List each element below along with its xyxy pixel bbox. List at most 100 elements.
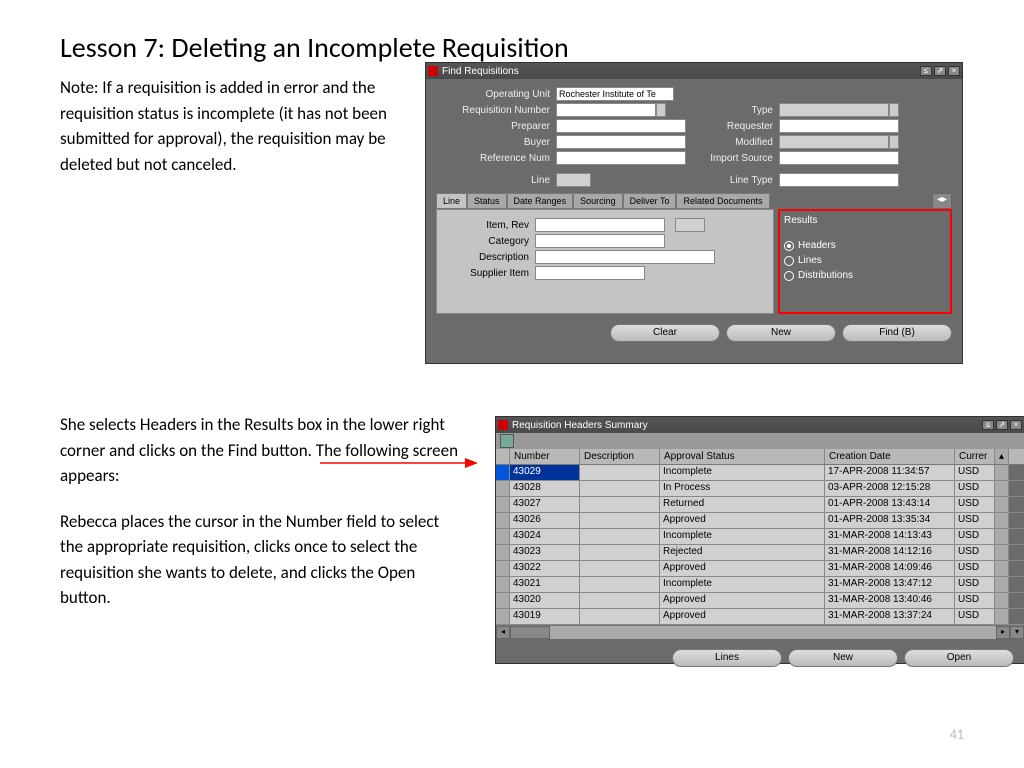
cell-number[interactable]: 43023 — [510, 545, 580, 560]
preparer-field[interactable] — [556, 119, 686, 133]
table-row[interactable]: 43020 Approved31-MAR-2008 13:40:46USD — [496, 593, 1024, 609]
cell-number[interactable]: 43029 — [510, 465, 580, 480]
titlebar[interactable]: Requisition Headers Summary ≤ ⇗ × — [496, 417, 1024, 433]
cell-description[interactable] — [580, 593, 660, 608]
scroll-thumb[interactable] — [510, 626, 550, 639]
row-selector[interactable] — [496, 561, 510, 576]
cell-currency[interactable]: USD — [955, 545, 995, 560]
radio-distributions[interactable]: Distributions — [784, 270, 946, 281]
cell-creation-date[interactable]: 31-MAR-2008 14:12:16 — [825, 545, 955, 560]
scroll-right-icon[interactable]: ▸ — [996, 626, 1010, 639]
row-selector[interactable] — [496, 577, 510, 592]
dropdown-icon[interactable] — [889, 103, 899, 117]
scroll-track[interactable] — [995, 609, 1009, 624]
col-number[interactable]: Number — [510, 449, 580, 464]
row-selector[interactable] — [496, 497, 510, 512]
cell-currency[interactable]: USD — [955, 481, 995, 496]
category-field[interactable] — [535, 234, 665, 248]
operating-unit-field[interactable] — [556, 87, 674, 101]
cell-approval-status[interactable]: Approved — [660, 561, 825, 576]
modified-field[interactable] — [779, 135, 889, 149]
cell-creation-date[interactable]: 31-MAR-2008 13:47:12 — [825, 577, 955, 592]
requisition-number-field[interactable] — [556, 103, 656, 117]
open-button[interactable]: Open — [904, 649, 1014, 667]
cell-description[interactable] — [580, 465, 660, 480]
tab-sourcing[interactable]: Sourcing — [573, 193, 623, 209]
line-field[interactable] — [556, 173, 591, 187]
type-field[interactable] — [779, 103, 889, 117]
col-approval-status[interactable]: Approval Status — [660, 449, 825, 464]
table-row[interactable]: 43027Returned01-APR-2008 13:43:14USD — [496, 497, 1024, 513]
cell-creation-date[interactable]: 31-MAR-2008 13:40:46 — [825, 593, 955, 608]
cell-creation-date[interactable]: 31-MAR-2008 14:13:43 — [825, 529, 955, 544]
col-creation-date[interactable]: Creation Date — [825, 449, 955, 464]
dropdown-icon[interactable] — [656, 103, 666, 117]
minimize-icon[interactable]: ≤ — [920, 66, 932, 76]
lines-button[interactable]: Lines — [672, 649, 782, 667]
cell-currency[interactable]: USD — [955, 497, 995, 512]
close-icon[interactable]: × — [1010, 420, 1022, 430]
cell-description[interactable] — [580, 497, 660, 512]
col-description[interactable]: Description — [580, 449, 660, 464]
scroll-track[interactable] — [995, 497, 1009, 512]
minimize-icon[interactable]: ≤ — [982, 420, 994, 430]
cell-approval-status[interactable]: Approved — [660, 609, 825, 624]
scroll-track[interactable] — [995, 561, 1009, 576]
cell-description[interactable] — [580, 481, 660, 496]
scroll-track[interactable] — [995, 513, 1009, 528]
cell-number[interactable]: 43020 — [510, 593, 580, 608]
tab-related-documents[interactable]: Related Documents — [676, 193, 769, 209]
tab-nav-icon[interactable]: ◂▸ — [932, 193, 952, 209]
cell-description[interactable] — [580, 561, 660, 576]
reference-num-field[interactable] — [556, 151, 686, 165]
table-row[interactable]: 43028In Process03-APR-2008 12:15:28USD — [496, 481, 1024, 497]
close-icon[interactable]: × — [948, 66, 960, 76]
scroll-up-icon[interactable]: ▴ — [995, 449, 1009, 464]
line-type-field[interactable] — [779, 173, 899, 187]
cell-currency[interactable]: USD — [955, 609, 995, 624]
cell-number[interactable]: 43026 — [510, 513, 580, 528]
cell-approval-status[interactable]: Approved — [660, 593, 825, 608]
buyer-field[interactable] — [556, 135, 686, 149]
cell-number[interactable]: 43028 — [510, 481, 580, 496]
cell-description[interactable] — [580, 609, 660, 624]
cell-approval-status[interactable]: Incomplete — [660, 465, 825, 480]
scroll-track[interactable] — [995, 545, 1009, 560]
description-field[interactable] — [535, 250, 715, 264]
supplier-item-field[interactable] — [535, 266, 645, 280]
item-rev-field[interactable] — [535, 218, 665, 232]
cell-currency[interactable]: USD — [955, 465, 995, 480]
resize-icon[interactable]: ⇗ — [996, 420, 1008, 430]
scroll-track[interactable] — [995, 577, 1009, 592]
tool-icon[interactable] — [500, 434, 514, 448]
find-button[interactable]: Find (B) — [842, 324, 952, 342]
col-currency[interactable]: Currer — [955, 449, 995, 464]
table-row[interactable]: 43019Approved31-MAR-2008 13:37:24USD — [496, 609, 1024, 625]
scroll-track[interactable] — [995, 593, 1009, 608]
cell-approval-status[interactable]: Rejected — [660, 545, 825, 560]
table-row[interactable]: 43024Incomplete31-MAR-2008 14:13:43USD — [496, 529, 1024, 545]
dropdown-icon[interactable] — [889, 135, 899, 149]
tab-line[interactable]: Line — [436, 193, 467, 209]
cell-creation-date[interactable]: 17-APR-2008 11:34:57 — [825, 465, 955, 480]
scroll-track[interactable] — [995, 481, 1009, 496]
scroll-left-icon[interactable]: ◂ — [496, 626, 510, 639]
tab-deliver-to[interactable]: Deliver To — [623, 193, 677, 209]
new-button[interactable]: New — [788, 649, 898, 667]
new-button[interactable]: New — [726, 324, 836, 342]
table-row[interactable]: 43026Approved01-APR-2008 13:35:34USD — [496, 513, 1024, 529]
table-row[interactable]: 43022Approved31-MAR-2008 14:09:46USD — [496, 561, 1024, 577]
cell-currency[interactable]: USD — [955, 513, 995, 528]
radio-lines[interactable]: Lines — [784, 255, 946, 266]
cell-number[interactable]: 43019 — [510, 609, 580, 624]
row-selector[interactable] — [496, 513, 510, 528]
cell-currency[interactable]: USD — [955, 577, 995, 592]
clear-button[interactable]: Clear — [610, 324, 720, 342]
row-selector[interactable] — [496, 545, 510, 560]
cell-currency[interactable]: USD — [955, 593, 995, 608]
cell-approval-status[interactable]: Incomplete — [660, 577, 825, 592]
titlebar[interactable]: Find Requisitions ≤ ⇗ × — [426, 63, 962, 79]
cell-number[interactable]: 43022 — [510, 561, 580, 576]
cell-creation-date[interactable]: 03-APR-2008 12:15:28 — [825, 481, 955, 496]
horizontal-scrollbar[interactable]: ◂ ▸ ▾ — [496, 625, 1024, 639]
